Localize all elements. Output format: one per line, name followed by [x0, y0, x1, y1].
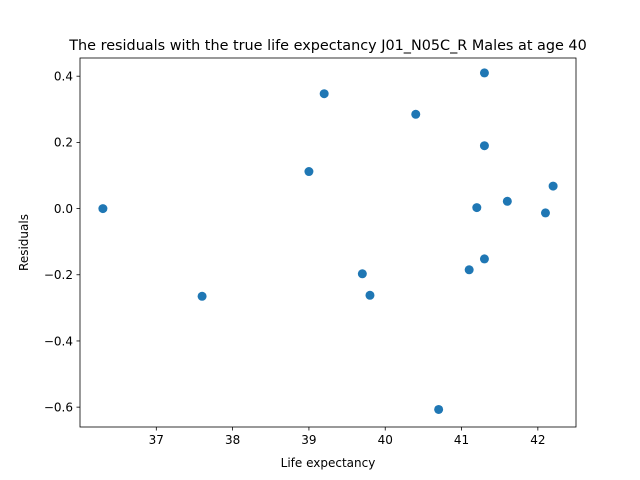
data-point-0 — [98, 204, 108, 214]
points-layer — [98, 68, 558, 414]
y-tick-label-4: 0.2 — [54, 136, 73, 150]
y-tick-label-2: −0.2 — [44, 268, 73, 282]
x-axis-ticks: 37 38 39 40 41 42 — [149, 427, 545, 447]
plot-frame — [79, 57, 577, 428]
x-tick-label-2: 39 — [301, 433, 316, 447]
x-tick-label-3: 40 — [378, 433, 393, 447]
plot-area — [80, 58, 576, 427]
data-point-2 — [304, 167, 314, 177]
data-point-11 — [479, 141, 489, 151]
x-tick-label-1: 38 — [225, 433, 240, 447]
y-axis-ticks: −0.6 −0.4 −0.2 0.0 0.2 0.4 — [44, 70, 80, 414]
data-point-1 — [197, 291, 207, 301]
chart-title: The residuals with the true life expecta… — [68, 38, 586, 54]
x-tick-label-4: 41 — [454, 433, 469, 447]
data-point-6 — [411, 109, 421, 119]
data-point-15 — [548, 181, 558, 191]
x-axis-label: Life expectancy — [281, 456, 376, 470]
data-point-4 — [357, 269, 367, 279]
y-tick-label-5: 0.4 — [54, 70, 73, 84]
data-point-14 — [540, 208, 550, 218]
data-point-3 — [319, 89, 329, 99]
data-point-8 — [464, 265, 474, 275]
data-point-12 — [479, 254, 489, 264]
y-tick-label-3: 0.0 — [54, 202, 73, 216]
data-point-9 — [472, 203, 482, 213]
y-tick-label-0: −0.6 — [44, 400, 73, 414]
data-point-5 — [365, 290, 375, 300]
data-point-13 — [502, 196, 512, 206]
data-point-10 — [479, 68, 489, 78]
y-axis-label: Residuals — [17, 214, 31, 271]
x-tick-label-5: 42 — [530, 433, 545, 447]
data-point-7 — [434, 404, 444, 414]
y-tick-label-1: −0.4 — [44, 334, 73, 348]
x-tick-label-0: 37 — [149, 433, 164, 447]
